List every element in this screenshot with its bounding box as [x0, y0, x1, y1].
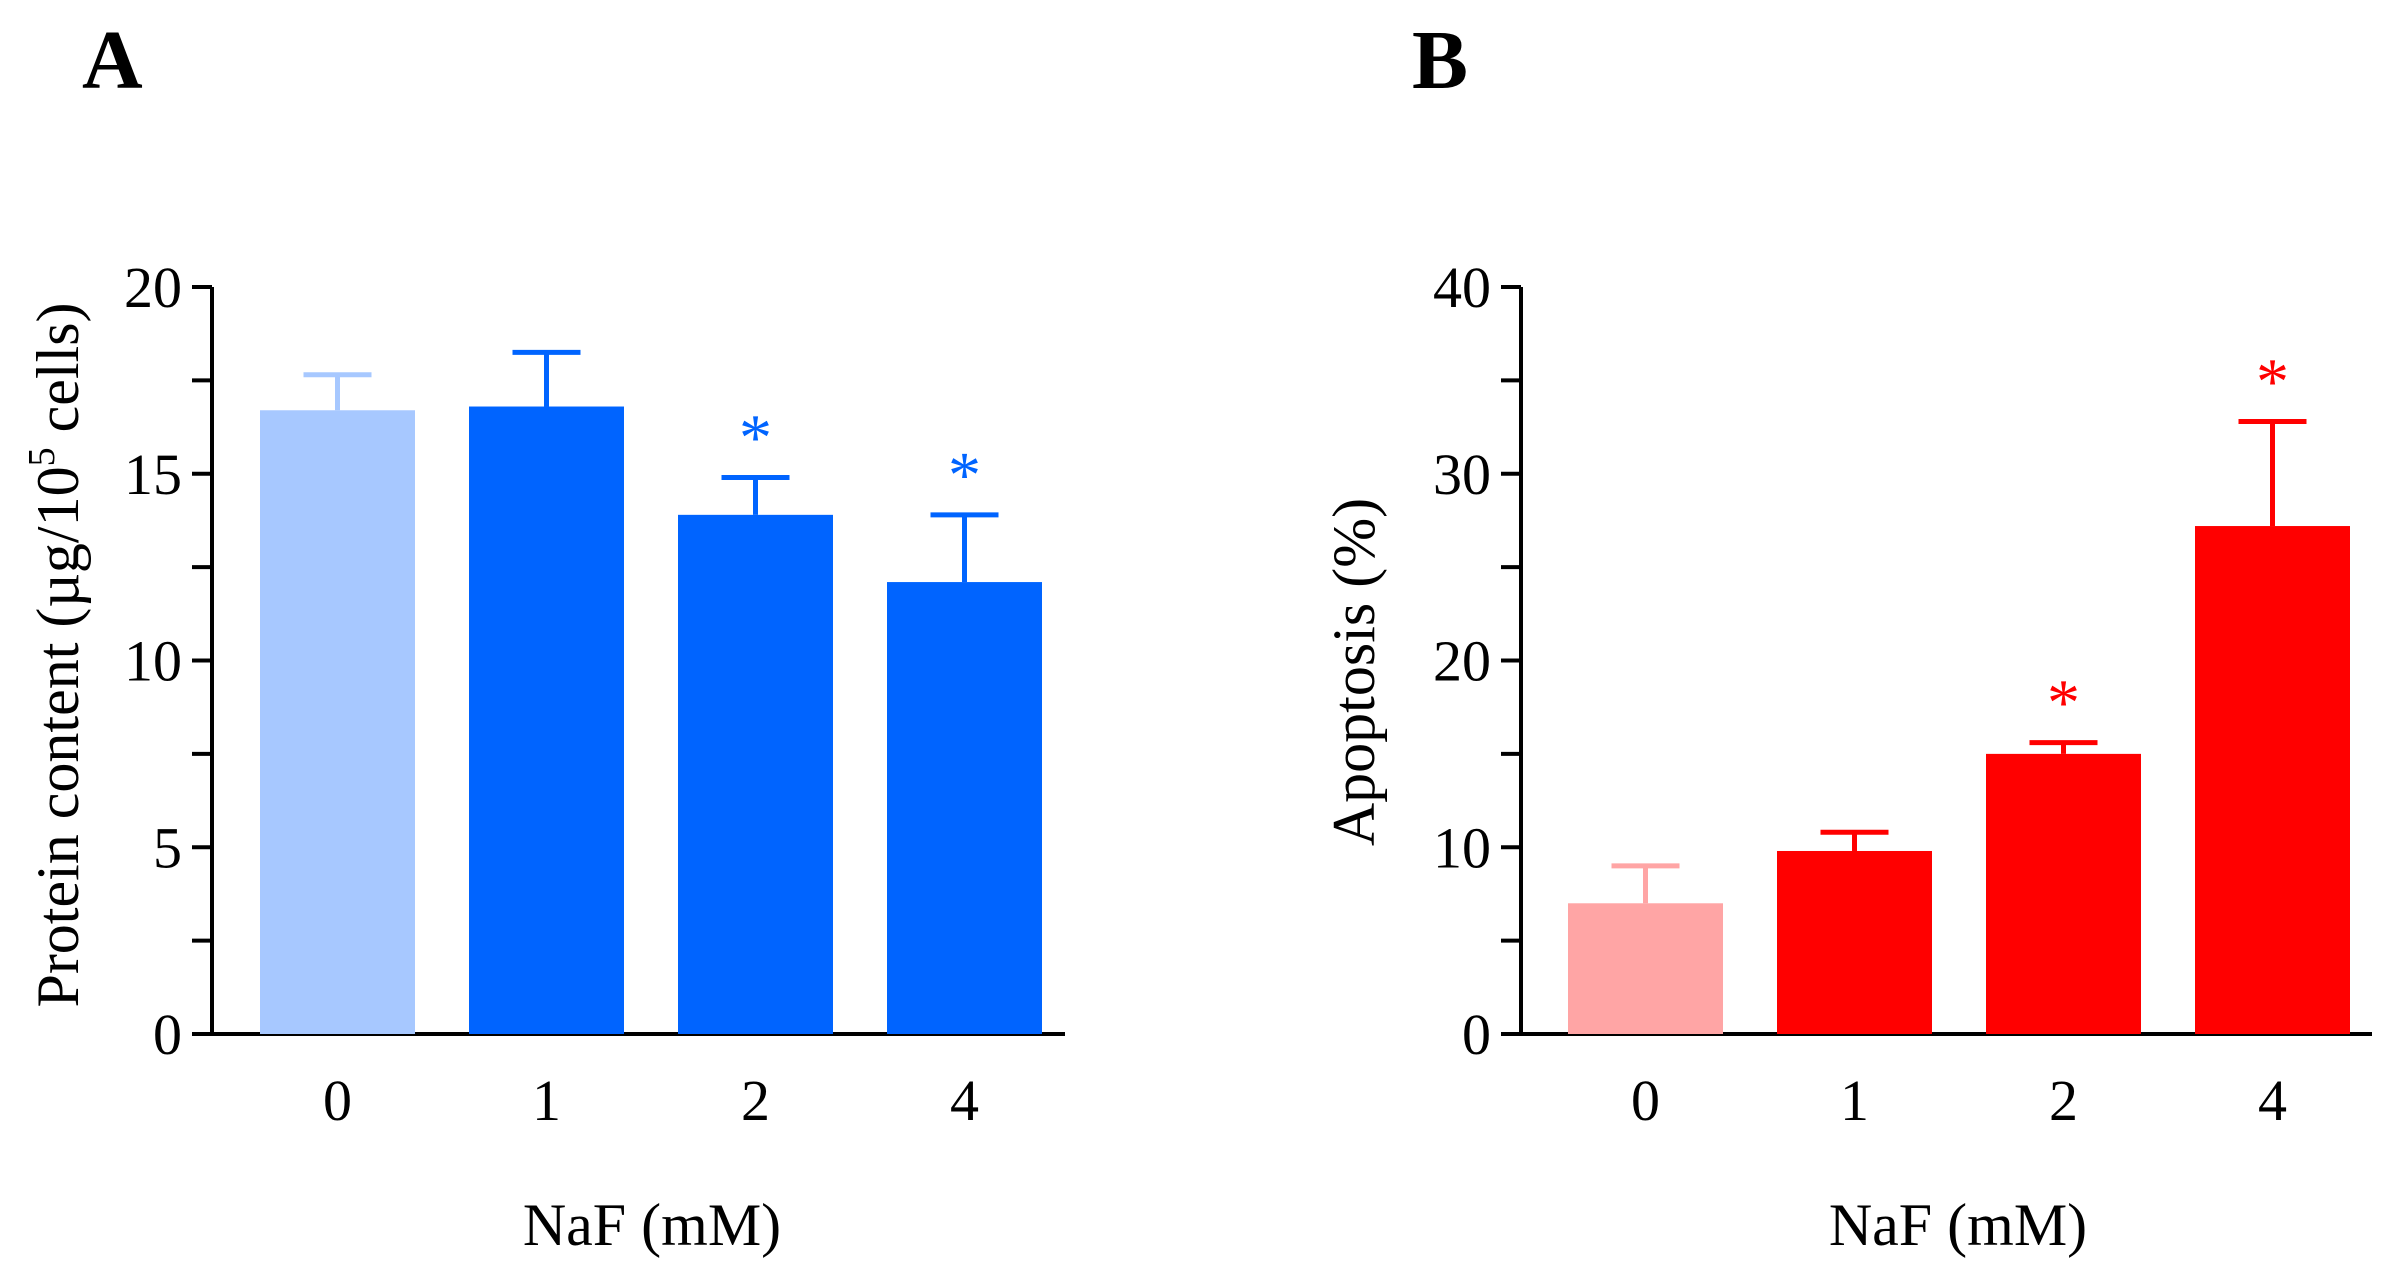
- y-tick-label-a-2: 10: [124, 629, 182, 694]
- bar-b-2: [1986, 753, 2141, 1034]
- y-tick-label-a-1: 5: [153, 815, 182, 880]
- y-tick-label-b-3: 30: [1433, 442, 1491, 507]
- y-axis-title-a-superscript: 5: [21, 447, 63, 466]
- x-axis-title-b: NaF (mM): [1829, 1192, 2087, 1258]
- x-tick-label-a-0: 0: [323, 1068, 352, 1133]
- significance-marker-b-2: *: [2047, 667, 2080, 740]
- panel-a: A Protein content (µg/105 cells) NaF (mM…: [21, 14, 1065, 1258]
- bar-a-2: [678, 514, 833, 1034]
- bar-b-1: [1777, 850, 1932, 1034]
- significance-marker-a-2: *: [739, 401, 772, 474]
- panel-label-b: B: [1412, 14, 1468, 107]
- bar-b-0: [1568, 903, 1723, 1034]
- y-tick-label-b-2: 20: [1433, 629, 1491, 694]
- y-tick-label-a-0: 0: [153, 1002, 182, 1067]
- y-tick-label-b-1: 10: [1433, 815, 1491, 880]
- y-tick-label-a-4: 20: [124, 255, 182, 320]
- bar-a-3: [887, 582, 1042, 1034]
- significance-marker-a-3: *: [948, 439, 981, 512]
- y-tick-label-a-3: 15: [124, 442, 182, 507]
- x-tick-label-a-2: 2: [741, 1068, 770, 1133]
- bar-b-3: [2195, 526, 2350, 1034]
- x-axis-title-a: NaF (mM): [523, 1192, 781, 1258]
- y-axis-title-a-main: Protein content (µg/10: [25, 466, 91, 1007]
- y-axis-title-a-suffix: cells): [25, 302, 91, 447]
- x-tick-label-b-1: 1: [1840, 1068, 1869, 1133]
- panel-label-a: A: [82, 14, 143, 107]
- y-tick-label-b-0: 0: [1462, 1002, 1491, 1067]
- x-tick-label-b-2: 2: [2049, 1068, 2078, 1133]
- y-tick-label-b-4: 40: [1433, 255, 1491, 320]
- significance-marker-b-3: *: [2256, 345, 2289, 418]
- x-tick-label-b-0: 0: [1631, 1068, 1660, 1133]
- x-tick-label-b-3: 4: [2258, 1068, 2287, 1133]
- bar-a-0: [260, 410, 415, 1034]
- x-tick-label-a-3: 4: [950, 1068, 979, 1133]
- x-tick-label-a-1: 1: [532, 1068, 561, 1133]
- y-axis-title-b: Apoptosis (%): [1321, 498, 1387, 846]
- panel-b: B Apoptosis (%) NaF (mM) 0 10 20 30 40 0 1 2 * 4 *: [1321, 14, 2372, 1258]
- bar-a-1: [469, 406, 624, 1034]
- y-axis-title-a: Protein content (µg/105 cells): [21, 302, 91, 1007]
